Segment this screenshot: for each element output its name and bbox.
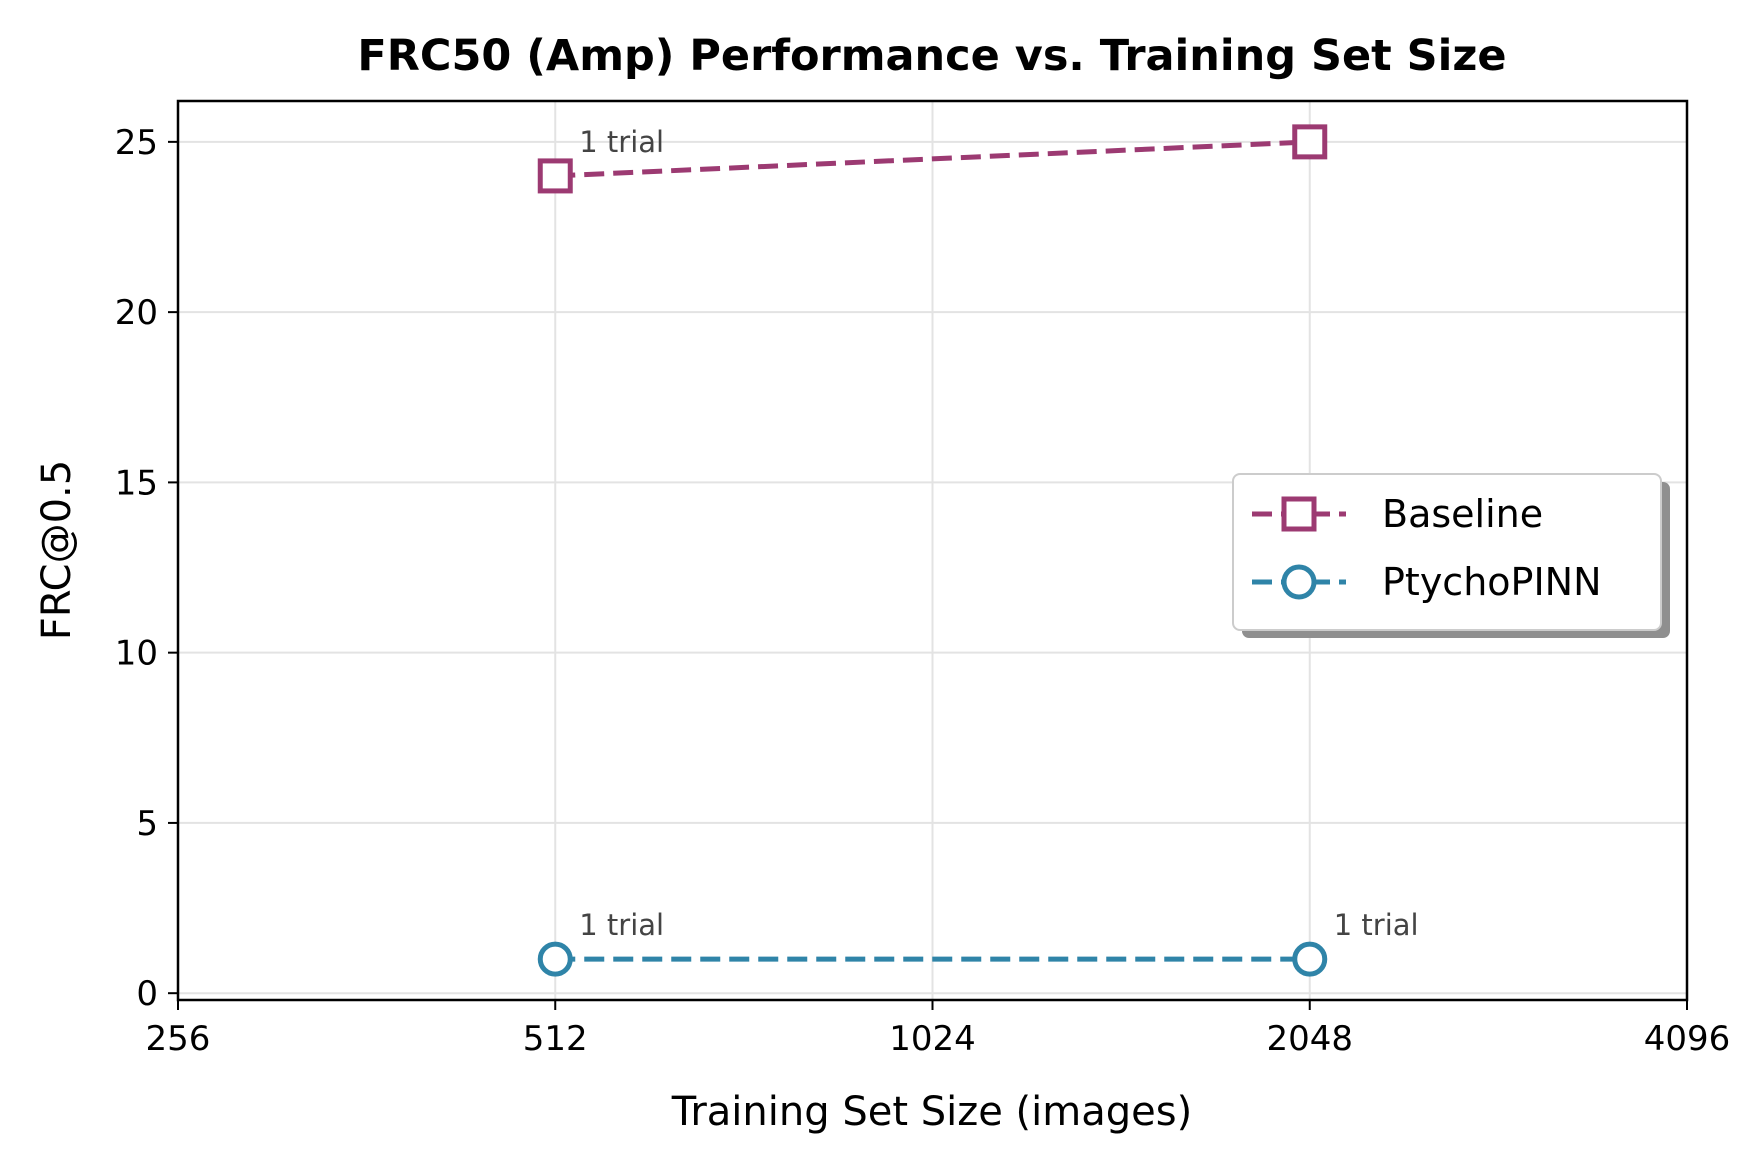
series-line-baseline xyxy=(555,139,1310,179)
x-axis-label: Training Set Size (images) xyxy=(671,1089,1192,1135)
trial-annotation: 1 trial xyxy=(579,125,664,159)
legend-label: Baseline xyxy=(1382,492,1543,536)
y-tick-label: 25 xyxy=(115,123,158,163)
legend: Baseline PtychoPINN xyxy=(1232,473,1670,638)
legend-marker xyxy=(1281,496,1317,532)
data-point-ptychopinn xyxy=(1292,941,1328,977)
data-point-ptychopinn xyxy=(537,941,573,977)
x-tick-label: 256 xyxy=(146,1019,211,1059)
trial-annotation: 1 trial xyxy=(1334,908,1419,942)
y-tick-label: 20 xyxy=(115,293,158,333)
data-point-baseline xyxy=(537,158,573,194)
trial-annotation: 1 trial xyxy=(579,908,664,942)
y-tick-label: 0 xyxy=(136,974,158,1014)
x-tick-label: 4096 xyxy=(1644,1019,1731,1059)
legend-marker xyxy=(1281,564,1317,600)
axis-ticks: 256 512 1024 2048 4096 0 5 10 15 20 25 xyxy=(115,123,1731,1059)
legend-label: PtychoPINN xyxy=(1382,560,1602,604)
data-point-baseline xyxy=(1292,124,1328,160)
y-tick-label: 10 xyxy=(115,634,158,674)
x-tick-label: 512 xyxy=(523,1019,588,1059)
y-tick-label: 5 xyxy=(136,804,158,844)
x-tick-label: 1024 xyxy=(889,1019,976,1059)
annotations: 1 trial 1 trial 1 trial xyxy=(579,125,1418,942)
series-layer xyxy=(537,124,1328,977)
y-axis-label: FRC@0.5 xyxy=(34,460,80,640)
x-tick-label: 2048 xyxy=(1266,1019,1353,1059)
y-tick-label: 15 xyxy=(115,463,158,503)
chart-title: FRC50 (Amp) Performance vs. Training Set… xyxy=(357,31,1506,81)
